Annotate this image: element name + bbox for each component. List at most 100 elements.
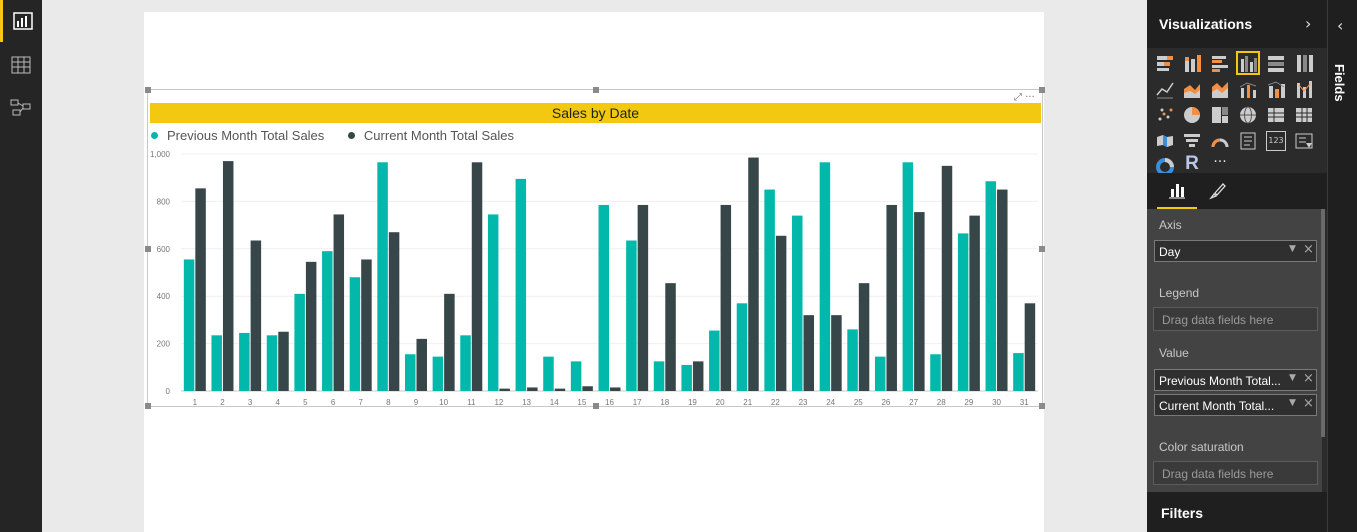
bar-previous-month — [736, 303, 748, 391]
color-saturation-drop-zone[interactable]: Drag data fields here — [1153, 461, 1318, 485]
bar-current-month — [775, 235, 787, 391]
filled-map-icon[interactable] — [1155, 131, 1175, 151]
visualizations-pane: Visualizations › 123 R ··· — [1147, 0, 1327, 532]
matrix-visual-icon[interactable] — [1294, 105, 1314, 125]
data-view-icon — [11, 56, 31, 74]
x-tick-label: 25 — [854, 398, 863, 406]
100-stacked-column-chart-icon[interactable] — [1294, 53, 1314, 73]
pie-chart-icon[interactable] — [1182, 105, 1202, 125]
line-chart-icon[interactable] — [1155, 79, 1175, 99]
legend-item-current[interactable]: Current Month Total Sales — [347, 128, 514, 143]
resize-handle-bottom-right[interactable] — [1039, 403, 1045, 409]
visual-type-gallery: 123 R ··· — [1147, 48, 1327, 176]
remove-field-icon[interactable]: × — [1303, 396, 1314, 411]
chevron-down-icon[interactable]: ▼ — [1289, 373, 1296, 383]
fields-tab[interactable] — [1157, 173, 1197, 209]
area-chart-icon[interactable] — [1182, 79, 1202, 99]
bar-previous-month — [266, 335, 278, 391]
ribbon-chart-icon[interactable] — [1294, 79, 1314, 99]
stacked-bar-chart-icon[interactable] — [1155, 53, 1175, 73]
data-view-button[interactable] — [0, 44, 42, 86]
bar-current-month — [941, 165, 953, 391]
remove-field-icon[interactable]: × — [1303, 371, 1314, 386]
clustered-column-chart-icon[interactable] — [1236, 51, 1260, 75]
color-saturation-well-label: Color saturation — [1159, 440, 1244, 454]
card-visual-icon[interactable]: 123 — [1266, 131, 1286, 151]
bar-previous-month — [460, 335, 471, 391]
resize-handle-bottom[interactable] — [593, 403, 599, 409]
x-tick-label: 26 — [881, 398, 890, 406]
resize-handle-left[interactable] — [145, 246, 151, 252]
legend-label-previous: Previous Month Total Sales — [167, 128, 325, 143]
bar-previous-month — [322, 251, 333, 391]
stacked-area-chart-icon[interactable] — [1210, 79, 1230, 99]
legend-item-previous[interactable]: Previous Month Total Sales — [151, 128, 324, 143]
x-tick-label: 4 — [276, 398, 281, 406]
clustered-bar-chart-icon[interactable] — [1210, 53, 1230, 73]
table-visual-icon[interactable] — [1266, 105, 1286, 125]
wells-scrollbar[interactable] — [1321, 209, 1325, 437]
multi-row-card-icon[interactable] — [1238, 131, 1258, 151]
chevron-right-icon[interactable]: › — [1305, 14, 1312, 33]
value-field-name-previous: Previous Month Total... — [1159, 374, 1281, 388]
relationships-view-button[interactable] — [0, 86, 42, 128]
100-stacked-bar-chart-icon[interactable] — [1266, 53, 1286, 73]
bar-previous-month — [819, 162, 831, 391]
x-tick-label: 28 — [937, 398, 946, 406]
report-view-icon — [12, 12, 33, 30]
x-tick-label: 6 — [331, 398, 336, 406]
x-tick-label: 3 — [248, 398, 253, 406]
bar-previous-month — [957, 233, 969, 391]
line-clustered-column-chart-icon[interactable] — [1238, 79, 1258, 99]
axis-field-pill[interactable]: Day ▼ × — [1154, 240, 1317, 262]
value-field-pill-previous[interactable]: Previous Month Total... ▼ × — [1154, 369, 1317, 391]
bar-current-month — [610, 387, 621, 391]
bar-current-month — [554, 388, 566, 391]
chevron-down-icon[interactable]: ▼ — [1289, 398, 1296, 408]
resize-handle-right[interactable] — [1039, 246, 1045, 252]
focus-mode-icon[interactable]: ⤢ ··· — [1014, 92, 1035, 103]
x-tick-label: 19 — [688, 398, 697, 406]
bar-previous-month — [902, 162, 914, 391]
bar-current-month — [914, 212, 925, 391]
bar-current-month — [195, 188, 206, 391]
bar-previous-month — [239, 332, 250, 391]
x-tick-label: 1 — [193, 398, 198, 406]
axis-well-label: Axis — [1159, 218, 1182, 232]
bar-previous-month — [349, 277, 361, 391]
format-tab[interactable] — [1197, 173, 1237, 209]
value-well-label: Value — [1159, 346, 1189, 360]
chevron-left-icon[interactable]: ‹ — [1337, 16, 1344, 35]
chevron-down-icon[interactable]: ▼ — [1289, 244, 1296, 254]
resize-handle-bottom-left[interactable] — [145, 403, 151, 409]
remove-field-icon[interactable]: × — [1303, 242, 1314, 257]
resize-handle-top-right[interactable] — [1039, 87, 1045, 93]
funnel-chart-icon[interactable] — [1182, 131, 1202, 151]
filters-header[interactable]: Filters — [1147, 492, 1327, 532]
more-visuals-icon[interactable]: ··· — [1213, 154, 1227, 170]
gauge-icon[interactable] — [1210, 131, 1230, 151]
line-stacked-column-chart-icon[interactable] — [1266, 79, 1286, 99]
y-tick-label: 0 — [166, 387, 171, 396]
axis-field-name: Day — [1159, 245, 1181, 259]
r-script-visual-icon[interactable]: R — [1185, 153, 1199, 174]
value-field-pill-current[interactable]: Current Month Total... ▼ × — [1154, 394, 1317, 416]
fields-pane-label: Fields — [1332, 64, 1347, 102]
scatter-chart-icon[interactable] — [1155, 105, 1175, 125]
resize-handle-top-left[interactable] — [145, 87, 151, 93]
x-tick-label: 21 — [743, 398, 752, 406]
y-tick-label: 800 — [157, 197, 171, 206]
legend-drop-zone[interactable]: Drag data fields here — [1153, 307, 1318, 331]
legend-marker-previous — [151, 132, 158, 139]
fields-pane[interactable]: ‹ Fields — [1327, 0, 1357, 532]
resize-handle-top[interactable] — [593, 87, 599, 93]
stacked-column-chart-icon[interactable] — [1182, 53, 1202, 73]
slicer-icon[interactable] — [1294, 131, 1314, 151]
clustered-column-chart-visual[interactable]: ⤢ ··· Sales by Date Previous Month Total… — [145, 87, 1045, 409]
treemap-icon[interactable] — [1210, 105, 1230, 125]
report-page[interactable]: ⤢ ··· Sales by Date Previous Month Total… — [144, 12, 1045, 532]
bar-current-month — [278, 331, 289, 391]
map-icon[interactable] — [1238, 105, 1258, 125]
bar-current-month — [361, 259, 372, 391]
report-view-button[interactable] — [0, 0, 42, 42]
